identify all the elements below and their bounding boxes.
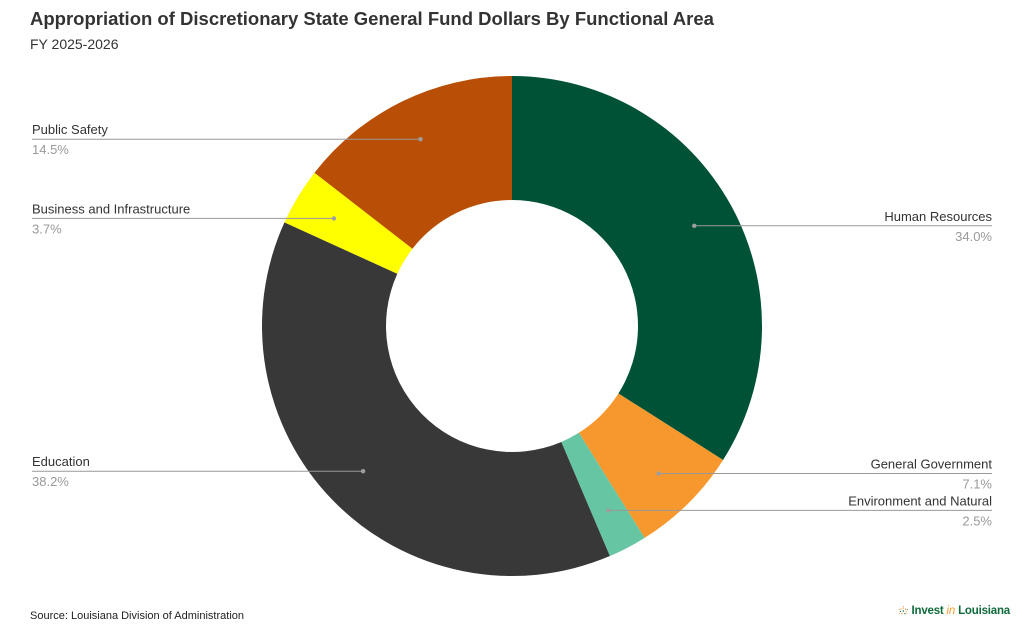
slice-human-resources — [512, 76, 762, 460]
slice-education — [261, 222, 610, 577]
slice-public-safety — [314, 76, 512, 249]
slice-value-environment-and-natural: 2.5% — [962, 513, 992, 528]
slice-business-and-infrastructure — [284, 172, 413, 274]
slice-environment-and-natural — [561, 432, 645, 557]
invest-in-louisiana-logo: Invest in Louisiana — [898, 598, 1010, 624]
slice-label-human-resources: Human Resources — [884, 209, 992, 224]
slice-value-education: 38.2% — [32, 474, 69, 489]
leader-dot-business-and-infrastructure — [331, 216, 337, 221]
slice-label-public-safety: Public Safety — [32, 122, 108, 137]
logo-text: Invest in Louisiana — [911, 605, 1011, 617]
leader-dot-environment-and-natural — [605, 508, 611, 513]
sunburst-dots-icon — [898, 606, 908, 615]
slice-value-public-safety: 14.5% — [32, 142, 69, 157]
chart-title: Appropriation of Discretionary State Gen… — [30, 8, 714, 29]
source-note: Source: Louisiana Division of Administra… — [30, 610, 245, 622]
leader-dot-public-safety — [418, 137, 423, 142]
slice-label-business-and-infrastructure: Business and Infrastructure — [32, 201, 190, 216]
slice-label-general-government: General Government — [871, 457, 993, 472]
slice-value-business-and-infrastructure: 3.7% — [32, 221, 62, 236]
donut-chart: Human Resources 34.0% General Government 7.… — [32, 76, 993, 577]
slice-value-general-government: 7.1% — [962, 477, 992, 492]
leader-dot-education — [360, 469, 366, 474]
slice-value-human-resources: 34.0% — [955, 229, 992, 244]
slice-label-environment-and-natural: Environment and Natural — [848, 493, 992, 508]
slice-general-government — [578, 393, 724, 538]
chart-subtitle: FY 2025-2026 — [30, 36, 119, 52]
slice-label-education: Education — [32, 454, 90, 469]
leader-dot-general-government — [656, 471, 661, 476]
leader-dot-human-resources — [692, 223, 697, 228]
